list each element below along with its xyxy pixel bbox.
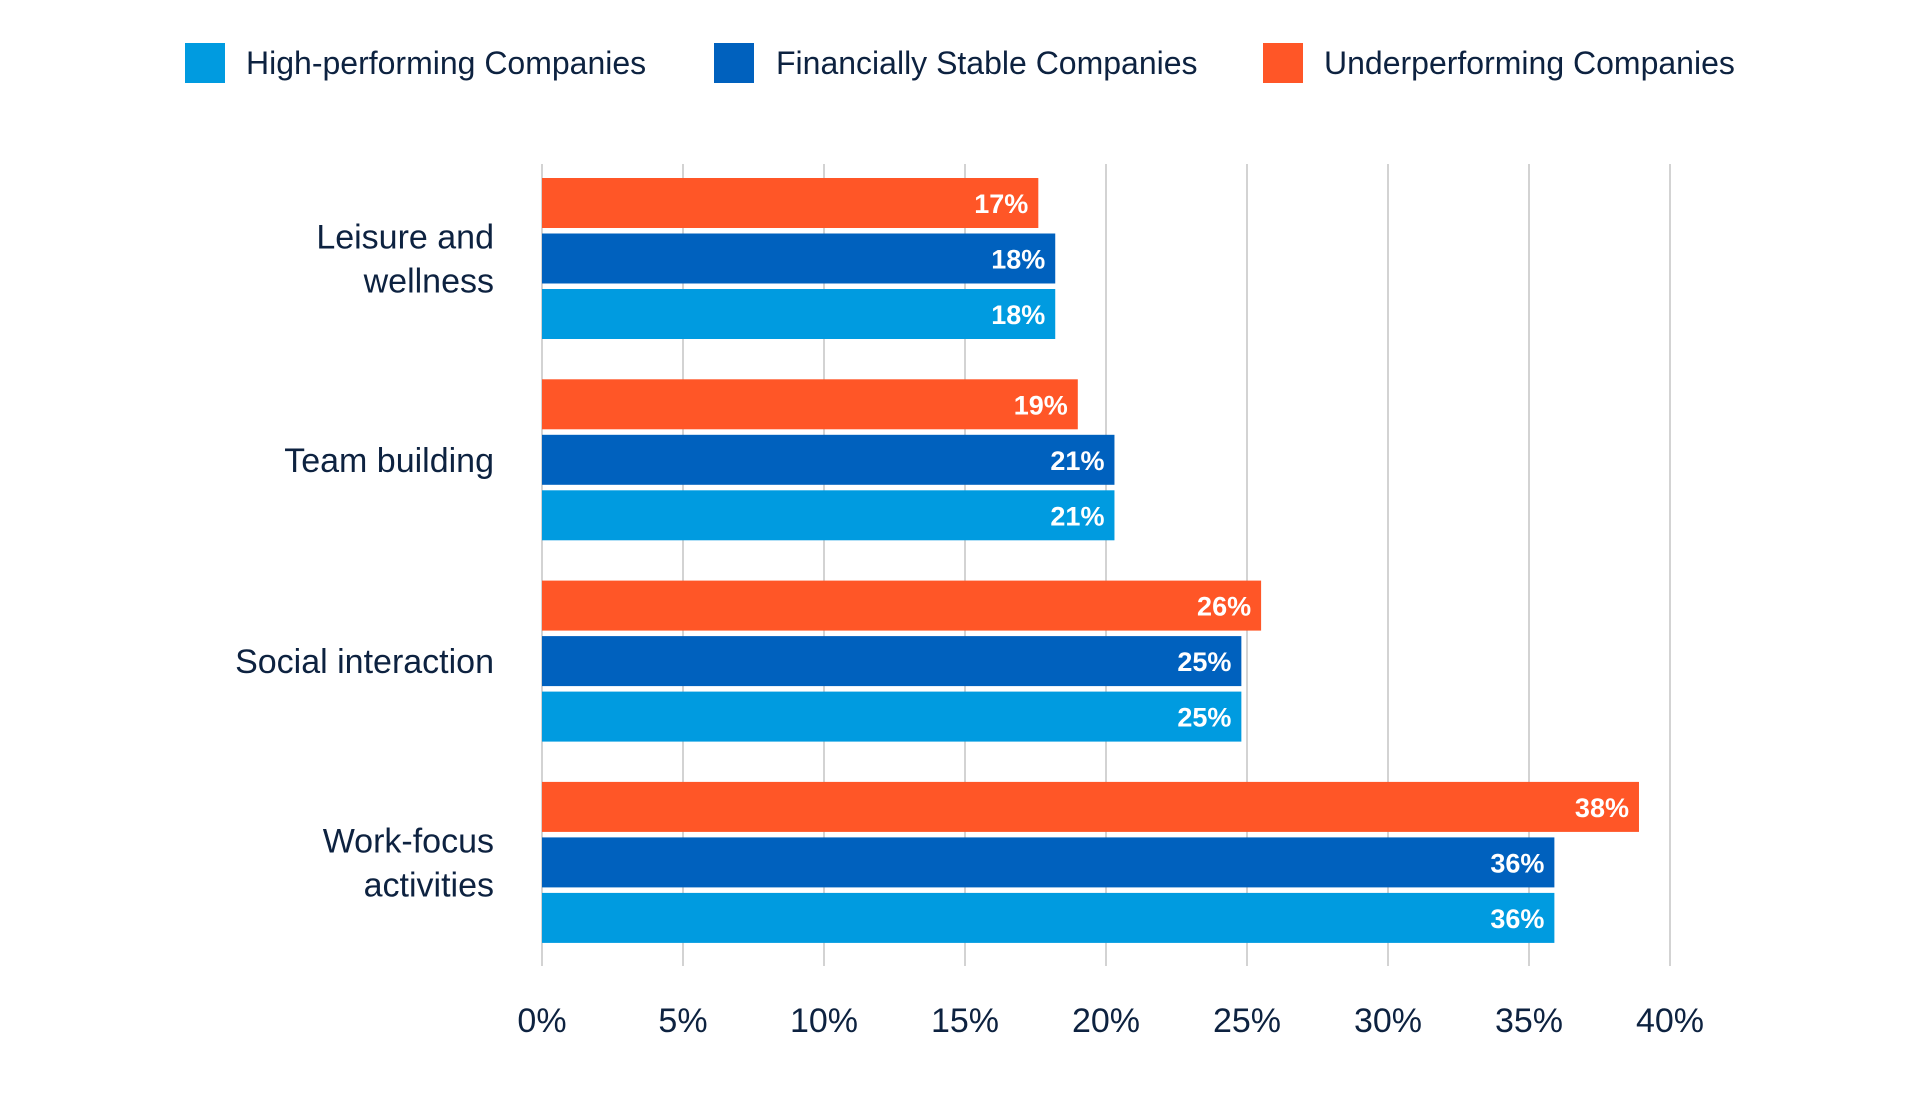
bar [542,434,1115,485]
bar-value-label: 21% [1050,501,1104,531]
bar [542,490,1115,541]
bar [542,636,1242,687]
category-label: Social interaction [235,643,494,681]
legend-label: Financially Stable Companies [776,45,1198,81]
bar [542,289,1056,339]
bar-value-label: 21% [1050,446,1104,476]
bar-value-label: 26% [1197,592,1251,622]
x-tick-label: 30% [1354,1002,1422,1040]
bar [542,837,1555,888]
x-tick-label: 35% [1495,1002,1563,1040]
bar [542,580,1262,631]
x-tick-label: 10% [790,1002,858,1040]
x-tick-label: 15% [931,1002,999,1040]
category-label: Team building [284,442,494,480]
bar [542,781,1639,832]
bar-value-label: 17% [974,189,1028,219]
legend-label: Underperforming Companies [1324,45,1735,81]
legend-swatch [714,43,754,83]
x-tick-label: 25% [1213,1002,1281,1040]
bar-value-label: 36% [1490,904,1544,934]
bar-value-label: 25% [1177,647,1231,677]
x-tick-label: 20% [1072,1002,1140,1040]
bar-value-label: 18% [991,300,1045,330]
bar [542,691,1242,742]
legend-label: High-performing Companies [246,45,646,81]
x-tick-label: 40% [1636,1002,1704,1040]
category-label: activities [364,866,494,904]
x-tick-label: 0% [517,1002,566,1040]
x-tick-label: 5% [658,1002,707,1040]
bar [542,892,1555,943]
bar [542,178,1039,228]
legend-swatch [185,43,225,83]
category-label: Work-focus [323,822,494,860]
bar-value-label: 25% [1177,703,1231,733]
bar-value-label: 19% [1014,390,1068,420]
bar [542,233,1056,284]
legend-swatch [1263,43,1303,83]
category-label: Leisure and [316,219,494,257]
bar-value-label: 36% [1490,848,1544,878]
bar-value-label: 38% [1575,793,1629,823]
bar [542,379,1078,430]
category-label: wellness [363,263,494,301]
bar-value-label: 18% [991,245,1045,275]
